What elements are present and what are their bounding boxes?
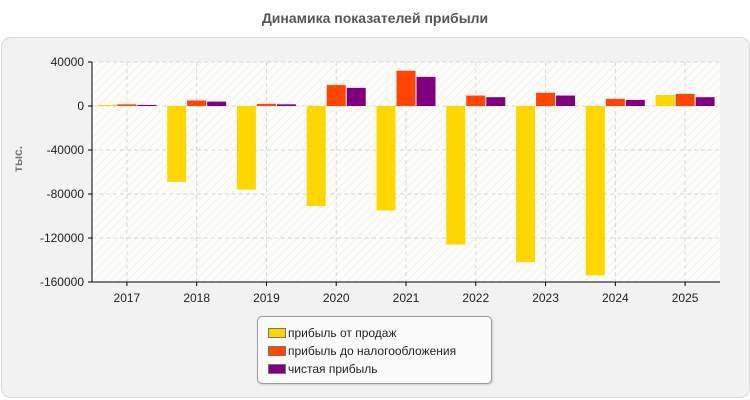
bar-net-profit-2023	[556, 95, 576, 106]
bar-sales-profit-2019	[236, 106, 256, 190]
legend-swatch	[268, 345, 286, 356]
bar-net-profit-2018	[207, 101, 227, 106]
legend-item-net-profit: чистая прибыль	[268, 361, 377, 376]
y-tick-label: -160000	[40, 275, 84, 289]
x-tick-label: 2017	[114, 291, 141, 305]
x-tick-label: 2023	[532, 291, 559, 305]
bar-sales-profit-2022	[446, 106, 466, 245]
bar-sales-profit-2025	[655, 95, 675, 106]
x-tick-label: 2025	[672, 291, 699, 305]
bar-pretax-profit-2020	[326, 85, 346, 106]
bar-sales-profit-2020	[306, 106, 326, 207]
legend-swatch	[268, 327, 286, 338]
x-tick-label: 2020	[323, 291, 350, 305]
x-tick-label: 2018	[183, 291, 210, 305]
bar-net-profit-2019	[276, 104, 296, 106]
legend-swatch	[268, 363, 286, 374]
bar-sales-profit-2017	[97, 104, 117, 106]
bar-pretax-profit-2021	[396, 70, 416, 106]
bar-pretax-profit-2024	[605, 98, 625, 106]
bar-net-profit-2024	[625, 99, 645, 106]
y-tick-label: -40000	[47, 143, 85, 157]
bar-net-profit-2017	[137, 104, 157, 106]
bar-pretax-profit-2018	[187, 100, 207, 106]
bar-pretax-profit-2023	[536, 92, 556, 106]
y-tick-label: 40000	[51, 55, 85, 69]
y-tick-label: -80000	[47, 187, 85, 201]
bar-net-profit-2022	[486, 97, 506, 106]
chart-title: Динамика показателей прибыли	[261, 10, 489, 26]
legend-item-pretax-profit: прибыль до налогообложения	[268, 343, 456, 358]
bar-pretax-profit-2025	[675, 93, 695, 106]
x-tick-label: 2022	[462, 291, 489, 305]
legend-item-sales-profit: прибыль от продаж	[268, 325, 397, 340]
x-tick-label: 2019	[253, 291, 280, 305]
bar-sales-profit-2021	[376, 106, 396, 211]
x-tick-label: 2021	[393, 291, 420, 305]
x-tick-label: 2024	[602, 291, 629, 305]
y-tick-label: -120000	[40, 231, 84, 245]
bar-pretax-profit-2022	[466, 95, 486, 106]
bar-net-profit-2021	[416, 76, 436, 106]
y-tick-label: 0	[77, 99, 84, 113]
bar-net-profit-2025	[695, 97, 715, 106]
bar-sales-profit-2018	[167, 106, 187, 182]
bar-net-profit-2020	[346, 87, 366, 106]
y-axis-label: тыс.	[11, 146, 25, 172]
bar-pretax-profit-2017	[117, 104, 137, 106]
legend: прибыль от продаж прибыль до налогооблож…	[257, 316, 492, 384]
legend-label: прибыль до налогообложения	[288, 343, 457, 358]
bar-pretax-profit-2019	[256, 103, 276, 106]
legend-label: прибыль от продаж	[288, 325, 397, 340]
bar-sales-profit-2023	[516, 106, 536, 263]
legend-label: чистая прибыль	[288, 361, 378, 376]
bar-sales-profit-2024	[585, 106, 605, 276]
